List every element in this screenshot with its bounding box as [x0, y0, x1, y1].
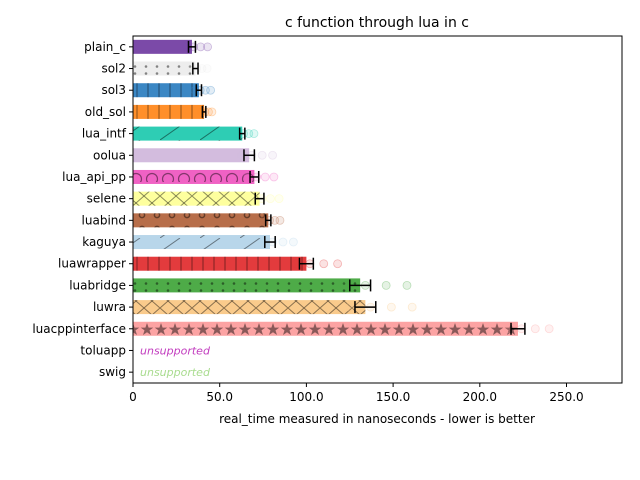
y-tick-label-oolua: oolua	[93, 148, 126, 162]
bar-hatch-sol3	[133, 83, 199, 98]
y-tick-label-luabridge: luabridge	[69, 278, 126, 292]
sample-marker-lua-api-pp-2	[260, 172, 270, 182]
sample-marker-luawrapper-2	[319, 259, 329, 269]
x-tick-label-2: 100.0	[289, 390, 323, 404]
x-axis-label: real_time measured in nanoseconds - lowe…	[219, 412, 535, 426]
sample-marker-oolua-3	[268, 150, 277, 160]
sample-marker-luabind-3	[275, 215, 285, 225]
y-tick-label-plain-c: plain_c	[84, 40, 126, 54]
sample-marker-selene-2	[266, 194, 275, 204]
y-tick-label-selene: selene	[87, 192, 126, 206]
x-tick-label-0: 0	[129, 390, 137, 404]
sample-marker-luabridge-2	[381, 281, 391, 290]
sample-marker-selene-3	[274, 194, 284, 204]
sample-marker-luabridge-3	[402, 281, 412, 290]
bar-hatch-old-sol	[133, 104, 205, 119]
bar-oolua	[133, 148, 250, 163]
x-tick-label-1: 50.0	[206, 390, 233, 404]
sample-marker-plain-c-2	[196, 42, 206, 52]
bar-hatch-luabind	[133, 213, 269, 228]
bar-hatch-luawrapper	[133, 256, 307, 271]
sample-marker-sol3-3	[206, 85, 215, 95]
sample-marker-luawrapper-3	[333, 259, 343, 269]
y-tick-label-luacppinterface: luacppinterface	[32, 322, 126, 336]
y-tick-label-lua-api-pp: lua_api_pp	[62, 170, 126, 184]
sample-marker-luwra-2	[386, 302, 396, 312]
sample-marker-luabridge-0	[340, 281, 349, 290]
sample-marker-plain-c-3	[203, 42, 212, 52]
unsupported-label-swig: unsupported	[140, 366, 211, 379]
sample-marker-kaguya-3	[288, 237, 298, 247]
y-tick-label-swig: swig	[99, 365, 126, 379]
bars-group: unsupported unsupported	[133, 39, 554, 379]
sample-marker-lua-api-pp-3	[269, 172, 279, 182]
sample-marker-oolua-2	[257, 150, 267, 160]
sample-marker-luacppinterface-3	[544, 324, 554, 334]
y-tick-label-kaguya: kaguya	[82, 235, 126, 249]
sample-marker-sol2-3	[202, 64, 212, 73]
y-tick-label-luwra: luwra	[93, 300, 126, 314]
unsupported-label-toluapp: unsupported	[140, 344, 211, 357]
bar-hatch-sol2	[133, 61, 196, 76]
bar-hatch-luwra	[133, 300, 366, 315]
y-tick-label-old-sol: old_sol	[85, 105, 126, 119]
bar-hatch-selene	[133, 191, 260, 206]
sample-marker-luwra-3	[407, 302, 417, 312]
sample-marker-luacppinterface-2	[530, 324, 540, 334]
y-tick-label-luabind: luabind	[82, 213, 126, 227]
sample-marker-lua-intf-3	[249, 129, 259, 138]
x-axis: 0 50.0 100.0 150.0 200.0 250.0	[129, 383, 584, 404]
plot-frame	[132, 35, 623, 384]
y-tick-label-lua-intf: lua_intf	[82, 127, 127, 141]
bar-hatch-luabridge	[133, 278, 361, 293]
bar-hatch-kaguya	[133, 235, 270, 250]
y-tick-label-toluapp: toluapp	[80, 343, 126, 357]
y-tick-label-luawrapper: luawrapper	[58, 257, 126, 271]
y-tick-label-sol3: sol3	[101, 83, 126, 97]
x-tick-label-5: 250.0	[549, 390, 583, 404]
chart-title: c function through lua in c	[285, 15, 469, 31]
sample-marker-luwra-0	[345, 302, 355, 312]
bar-hatch-lua-api-pp	[133, 169, 255, 184]
y-tick-label-sol2: sol2	[101, 62, 126, 76]
x-tick-label-3: 150.0	[376, 390, 410, 404]
x-tick-label-4: 200.0	[463, 390, 497, 404]
sample-marker-old-sol-3	[207, 107, 217, 117]
sample-marker-kaguya-2	[278, 237, 288, 247]
bar-hatch-lua-intf	[133, 126, 243, 141]
bar-hatch-luacppinterface	[133, 321, 518, 336]
bar-plain-c	[133, 39, 192, 54]
